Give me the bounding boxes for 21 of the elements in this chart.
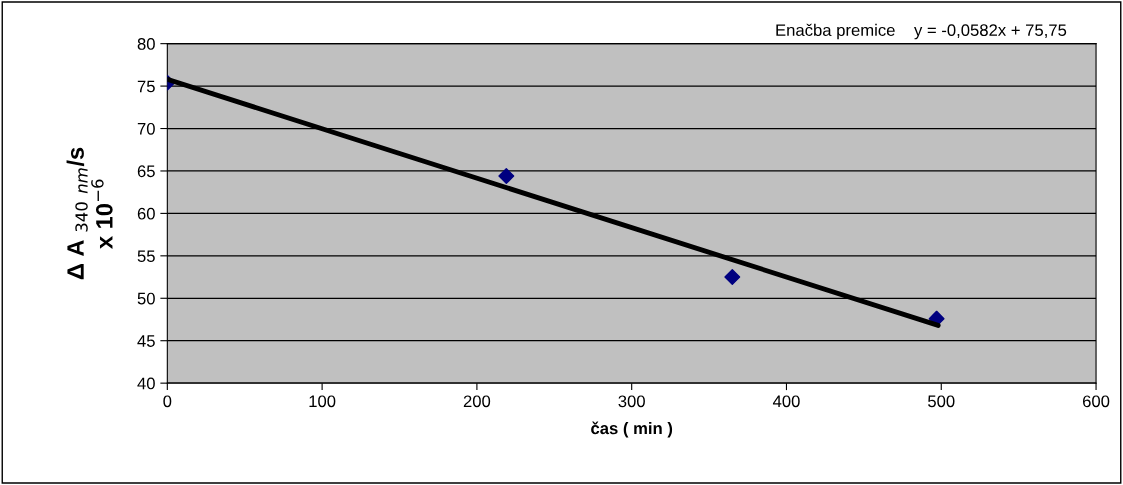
point: [724, 269, 741, 286]
y-tick-label: 60: [137, 207, 155, 220]
x-tick-label: 300: [618, 395, 645, 408]
y-tick-label: 55: [137, 250, 155, 263]
x-tick-label: 400: [772, 395, 800, 408]
y-tick-label: 50: [137, 292, 155, 305]
text: Δ A $_{340 nm}$/s x 10$^{−6}$: [66, 147, 113, 280]
y-tick-label: 40: [137, 377, 155, 390]
y-tick-label: 70: [137, 122, 155, 135]
x-tick-label: 0: [163, 395, 172, 408]
y-tick-label: 75: [137, 80, 155, 93]
y-tick-label: 65: [137, 165, 155, 178]
point: [498, 168, 515, 185]
x-tick-label: 200: [463, 395, 491, 408]
x-tick-label: 100: [309, 395, 336, 408]
x-tick-label: 600: [1082, 395, 1110, 408]
text: Enačba premice y = -0,0582x + 75,75: [776, 23, 1067, 40]
y-tick-label: 80: [137, 38, 155, 50]
x-axis-title: čas ( min ): [591, 421, 673, 438]
x-tick-label: 500: [928, 395, 955, 408]
y-tick-label: 45: [137, 335, 155, 347]
